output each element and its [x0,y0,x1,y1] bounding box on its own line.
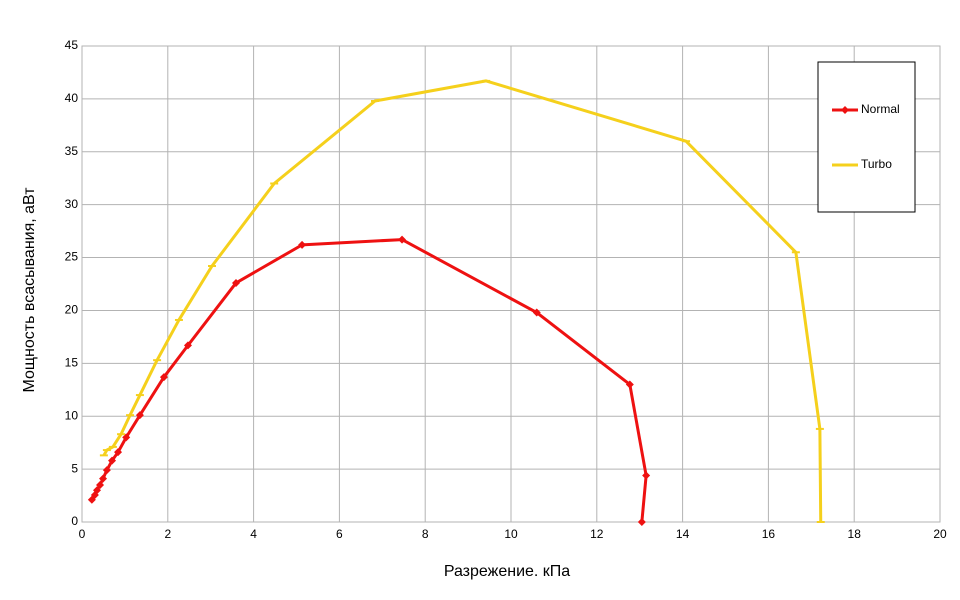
x-tick-label: 12 [590,527,604,541]
legend-label: Normal [861,102,900,116]
point [122,433,131,442]
point [398,235,407,244]
y-tick-label: 20 [65,303,79,317]
point [642,471,651,480]
plot-frame [81,45,941,523]
x-tick-label: 16 [762,527,776,541]
x-tick-label: 18 [848,527,862,541]
y-tick-label: 5 [71,461,78,475]
x-axis-title: Разрежение. кПа [444,563,570,580]
legend-label: Turbo [861,157,892,171]
x-tick-label: 14 [676,527,690,541]
y-tick-label: 40 [65,91,79,105]
legend-marker [841,106,849,114]
point [135,411,144,420]
point [532,308,541,317]
x-tick-label: 6 [336,527,343,541]
x-tick-label: 2 [164,527,171,541]
point [298,240,307,249]
y-tick-label: 15 [65,356,79,370]
x-tick-label: 10 [504,527,518,541]
y-tick-label: 30 [65,197,79,211]
y-tick-label: 25 [65,250,79,264]
x-tick-label: 0 [79,527,86,541]
x-tick-label: 8 [422,527,429,541]
series-line [90,238,648,523]
point [625,380,634,389]
point [159,373,168,382]
x-tick-label: 4 [250,527,257,541]
y-tick-label: 35 [65,144,79,158]
point [183,341,192,350]
legend-box [817,61,916,213]
y-tick-label: 0 [71,514,78,528]
point [637,518,646,526]
y-tick-label: 45 [65,38,79,52]
x-tick-label: 20 [933,527,947,541]
point [232,278,241,287]
y-axis-title: Мощность всасывания, аВт [21,187,38,393]
point [108,456,117,465]
point [96,480,105,489]
point [102,466,111,475]
point [93,486,102,495]
y-tick-label: 10 [65,408,79,422]
point [114,448,123,457]
series-line [102,79,823,523]
point [99,474,108,483]
